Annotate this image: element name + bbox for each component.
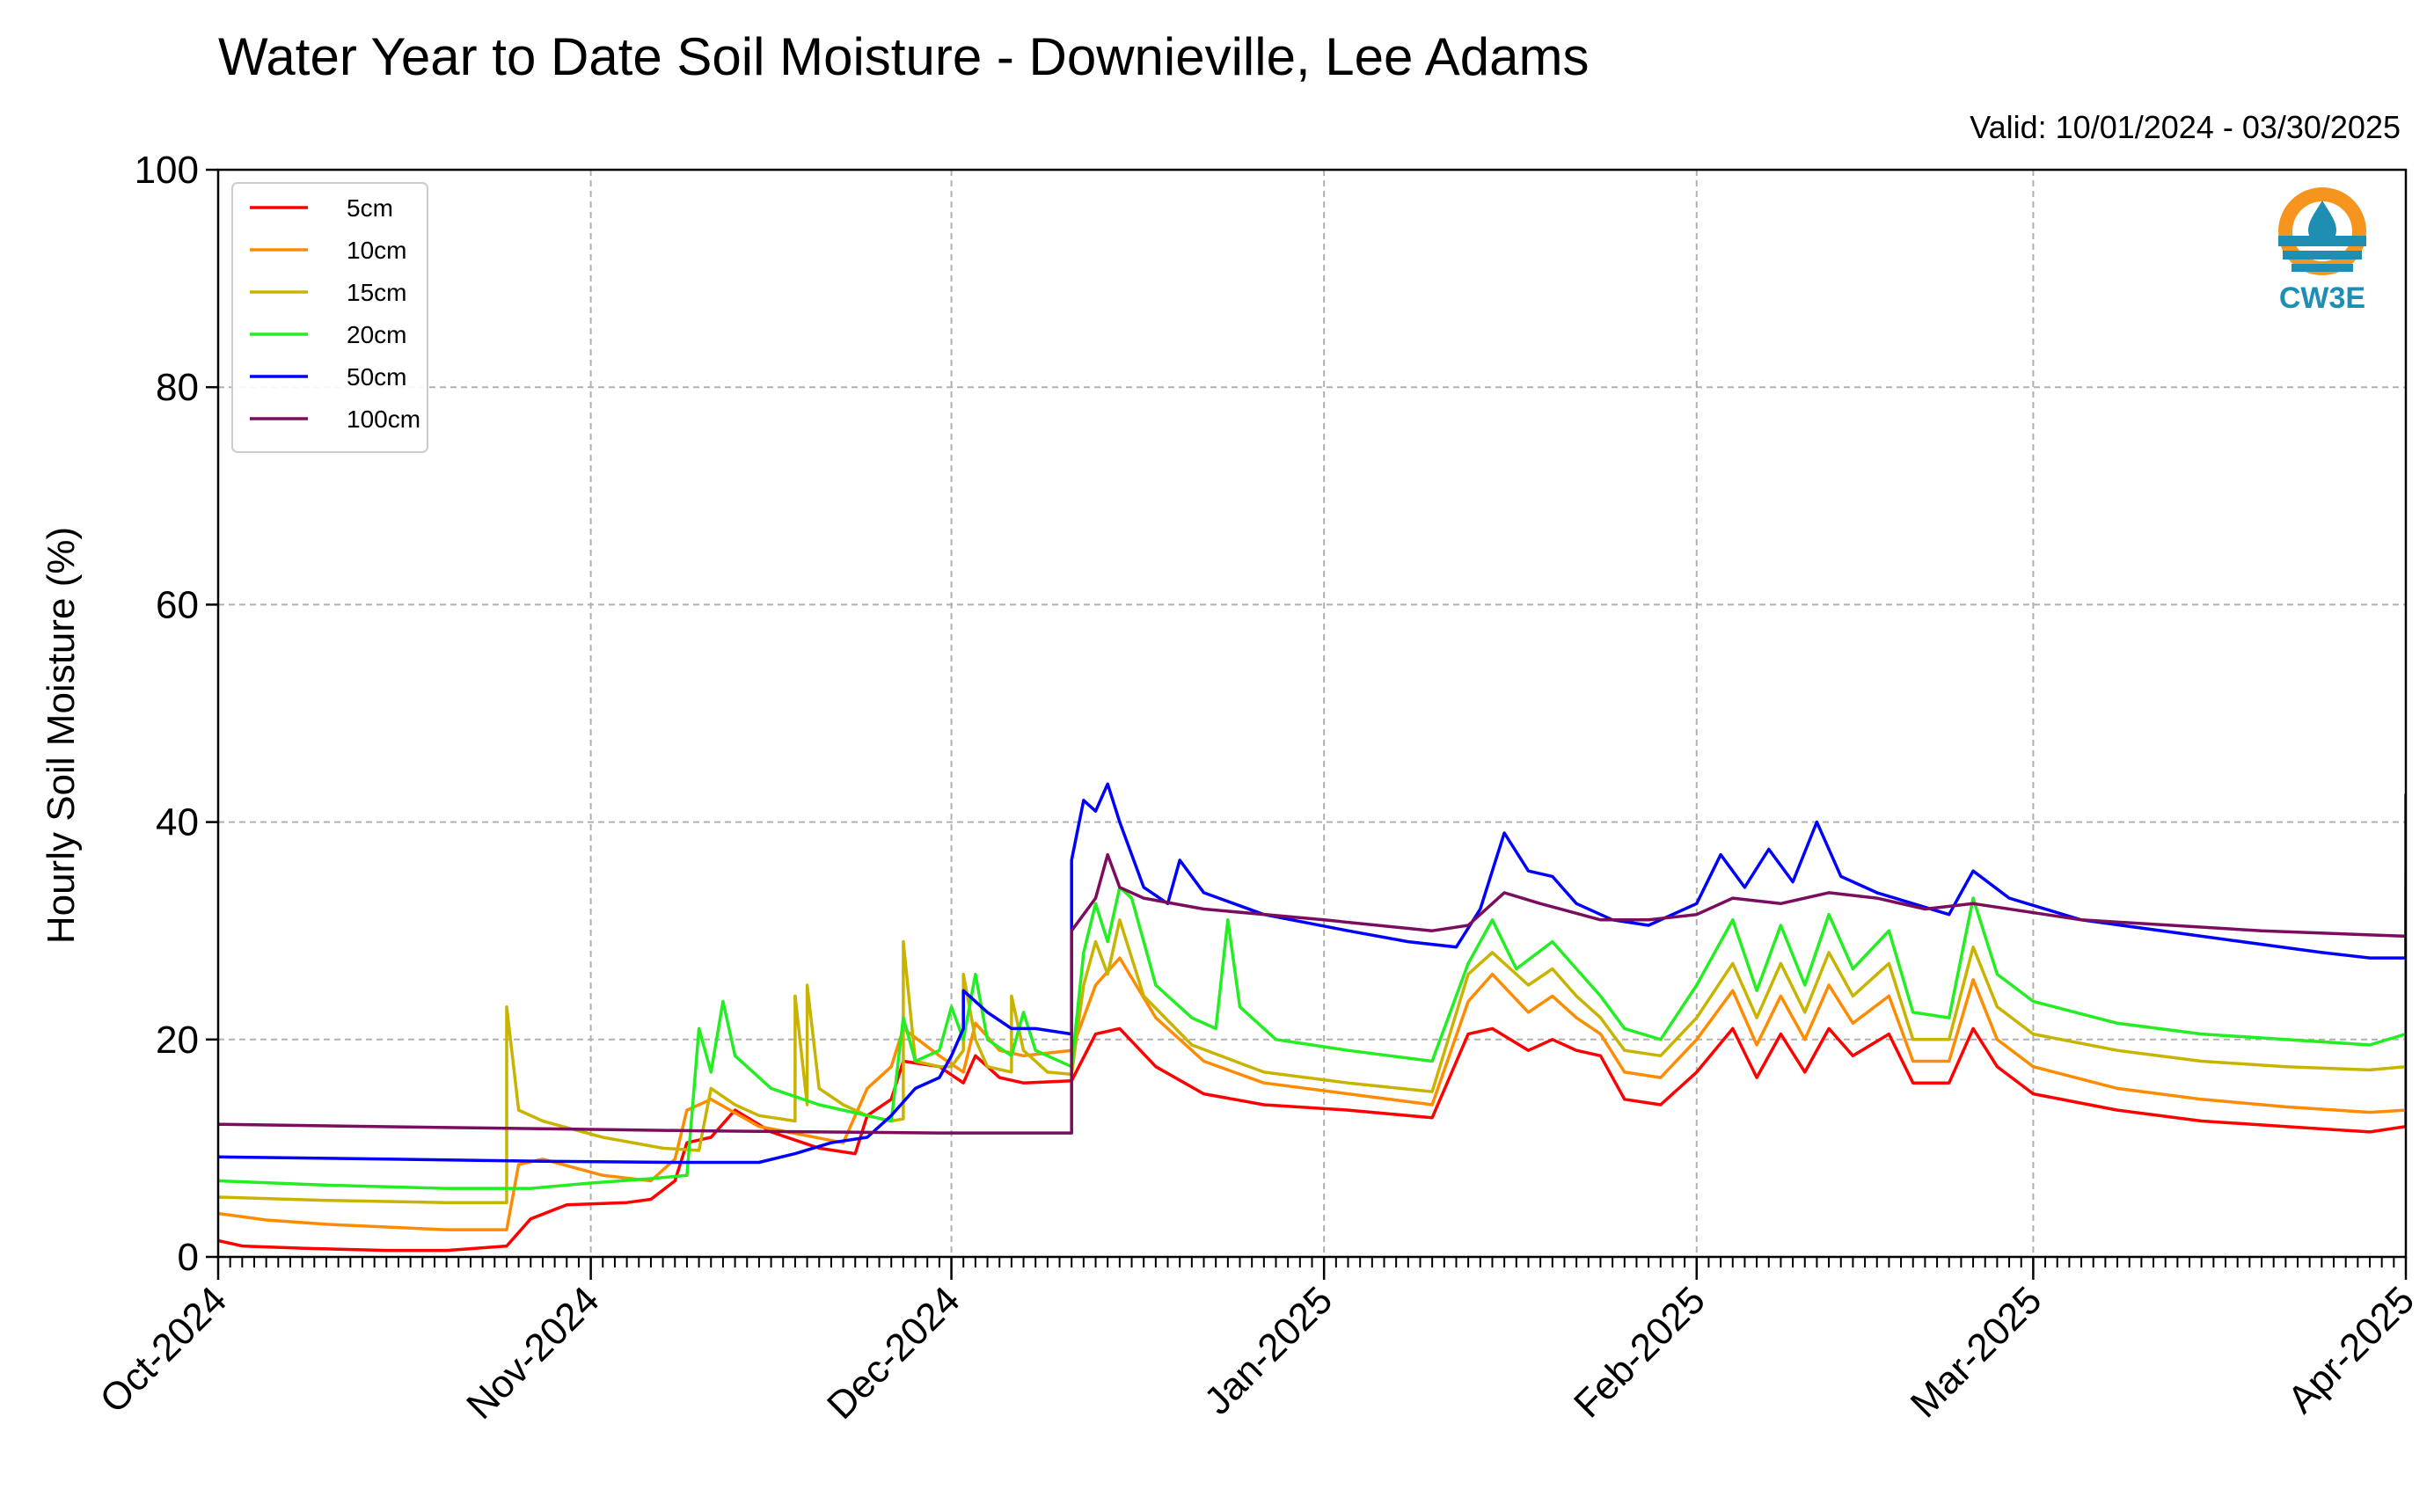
- logo-wave-icon: [2283, 251, 2362, 259]
- x-tick-label: Mar-2025: [1903, 1278, 2050, 1426]
- x-tick-label: Feb-2025: [1566, 1278, 1714, 1426]
- y-tick-label: 80: [156, 366, 199, 409]
- chart-title: Water Year to Date Soil Moisture - Downi…: [218, 27, 1590, 86]
- series-lines: [218, 782, 2406, 1253]
- legend-label-5cm: 5cm: [347, 194, 393, 222]
- y-tick-label: 40: [156, 801, 199, 844]
- y-tick-label: 60: [156, 583, 199, 626]
- x-tick-label: Apr-2025: [2279, 1278, 2423, 1421]
- series-line-50cm: [218, 782, 2406, 1165]
- x-tick-label: Jan-2025: [1196, 1278, 1341, 1422]
- legend-label-10cm: 10cm: [347, 237, 406, 264]
- cw3e-logo: CW3E: [2278, 187, 2366, 315]
- x-tick-label: Nov-2024: [458, 1278, 608, 1428]
- x-tick-label: Oct-2024: [91, 1278, 235, 1421]
- logo-drop-icon: [2308, 201, 2336, 245]
- legend-label-15cm: 15cm: [347, 279, 406, 306]
- axes: 0 20 40 60 80 100 Oct-2024 Nov-2024 Dec-2024 Jan-…: [91, 149, 2423, 1428]
- series-line-20cm: [218, 869, 2406, 1190]
- plot-frame: [216, 168, 2408, 1259]
- legend-label-100cm: 100cm: [347, 405, 420, 433]
- chart-subtitle: Valid: 10/01/2024 - 03/30/2025: [1970, 109, 2401, 145]
- legend-label-50cm: 50cm: [347, 363, 406, 391]
- legend: 5cm 10cm 15cm 20cm 50cm 100cm: [231, 182, 428, 453]
- x-tick-label: Dec-2024: [819, 1278, 968, 1428]
- series-line-15cm: [218, 907, 2406, 1204]
- legend-label-20cm: 20cm: [347, 321, 406, 348]
- y-tick-label: 20: [156, 1019, 199, 1062]
- series-line-5cm: [218, 972, 2406, 1253]
- y-tick-label: 100: [135, 149, 199, 192]
- logo-text: CW3E: [2279, 281, 2365, 315]
- logo-wave-icon: [2291, 264, 2353, 272]
- series-line-100cm: [218, 852, 2406, 1135]
- grid-lines: [218, 170, 2406, 1257]
- series-line-10cm: [218, 939, 2406, 1231]
- y-tick-label: 0: [178, 1236, 199, 1279]
